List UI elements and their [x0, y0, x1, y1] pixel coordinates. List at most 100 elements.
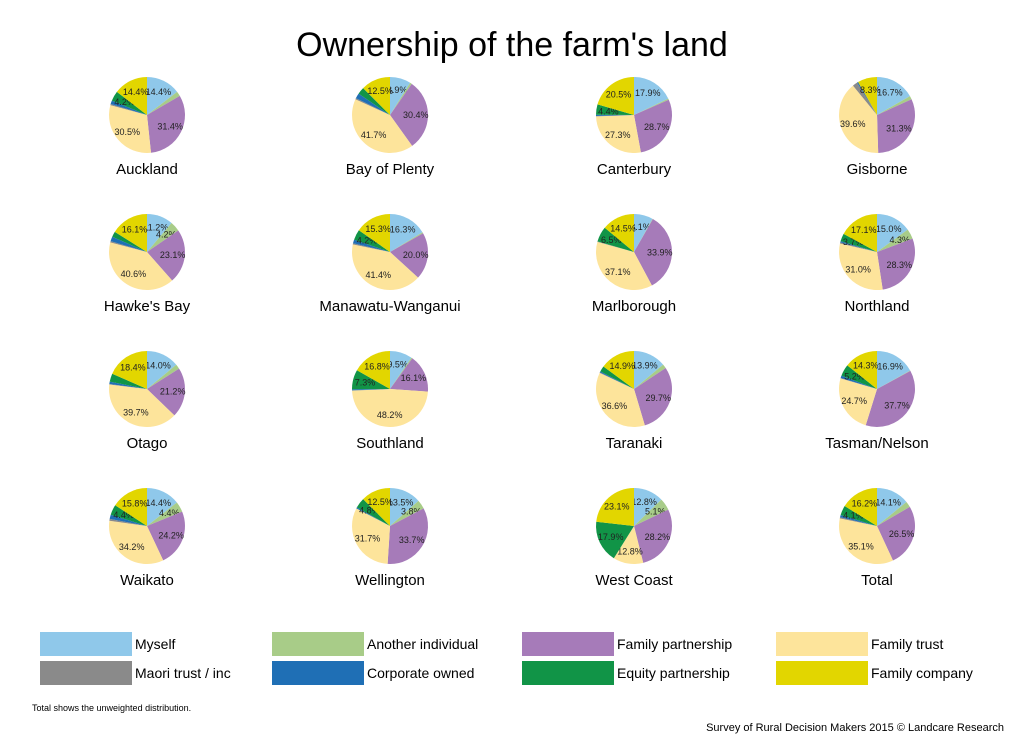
pie-slice-family-partnership — [634, 99, 673, 153]
pie-slice-family-partnership — [390, 358, 429, 392]
pie-slice-myself — [877, 351, 911, 389]
pie-slice-another-individual — [147, 223, 179, 252]
pie-data-label: 28.2% — [645, 532, 671, 542]
pie-slice-family-company — [114, 214, 147, 252]
pie-slice-another-individual — [634, 499, 669, 526]
pie-data-label: 16.7% — [877, 88, 903, 98]
pie-data-label: 24.7% — [841, 396, 867, 406]
pie-region-name: Northland — [844, 298, 909, 315]
pie-slice-myself — [634, 214, 653, 252]
pie-slice-family-partnership — [877, 238, 916, 290]
pie-data-label: 15.8% — [122, 498, 148, 508]
pie-slice-family-partnership — [387, 508, 429, 565]
pie-slice-corporate-owned — [857, 82, 877, 115]
pie-data-label: 21.2% — [160, 387, 186, 397]
pie-slice-myself — [390, 77, 411, 115]
pie-data-label: 9.5% — [387, 359, 408, 369]
pie-data-label: 40.6% — [121, 269, 147, 279]
legend-swatch-equity-partnership — [522, 661, 614, 685]
pie-slice-myself — [147, 77, 178, 115]
pie-canterbury: 17.9% 28.7% 27.3% 4.4% 20.5% Canterbury — [595, 77, 673, 178]
pie-data-label: 30.5% — [115, 127, 141, 137]
pie-data-label: 31.7% — [355, 534, 381, 544]
pie-slice-maori-trust-inc — [352, 243, 390, 252]
pie-slice-another-individual — [147, 364, 180, 389]
pie-data-label: 30.4% — [403, 110, 429, 120]
pie-slice-family-partnership — [147, 95, 185, 153]
pie-slice-myself — [147, 214, 172, 252]
pie-slice-maori-trust-inc — [839, 517, 877, 526]
legend-label-another-individual: Another individual — [367, 636, 479, 652]
pie-data-label: 15.0% — [876, 224, 902, 234]
pie-slice-family-trust — [596, 241, 652, 291]
pie-total: 14.1% 26.5% 35.1% 4.1% 16.2% Total — [839, 487, 915, 589]
pie-data-label: 5.2% — [844, 371, 865, 381]
pie-slice-myself — [147, 351, 177, 389]
pie-data-label: 14.5% — [610, 224, 636, 234]
pie-data-label: 12.8% — [617, 547, 643, 557]
pie-slice-myself — [390, 351, 412, 389]
pie-data-label: 14.1% — [875, 498, 901, 508]
legend-swatch-maori-trust — [40, 661, 132, 685]
pie-slice-another-individual — [147, 502, 183, 526]
pie-slice-another-individual — [877, 229, 913, 252]
legend-label-family-partnership: Family partnership — [617, 636, 733, 652]
pie-data-label: 4.4% — [113, 510, 134, 520]
pie-data-label: 37.1% — [605, 267, 631, 277]
pie-slice-equity-partnership — [356, 499, 390, 526]
pie-region-name: Taranaki — [606, 435, 663, 452]
pie-region-name: Gisborne — [847, 161, 908, 178]
pie-bay-of-plenty: 8.9% 30.4% 41.7% 12.5% Bay of Plenty — [346, 77, 435, 178]
pie-slice-family-partnership — [865, 370, 915, 427]
pie-slice-family-trust — [352, 389, 428, 427]
pie-data-label: 20.0% — [403, 250, 429, 260]
pie-data-label: 39.6% — [840, 119, 866, 129]
pie-slice-maori-trust-inc — [852, 82, 877, 115]
legend-label-equity-partnership: Equity partnership — [617, 665, 730, 681]
pie-slice-family-company — [356, 351, 390, 389]
pie-slice-another-individual — [390, 232, 424, 252]
pie-data-label: 37.7% — [884, 400, 910, 410]
pie-slice-family-trust — [108, 242, 173, 290]
pie-slice-corporate-owned — [110, 236, 147, 252]
pie-slice-family-company — [116, 77, 147, 115]
pie-slice-family-trust — [351, 508, 390, 564]
pie-slice-maori-trust-inc — [352, 389, 390, 391]
pie-slice-corporate-owned — [356, 507, 390, 526]
pie-southland: 9.5% 16.1% 48.2% 7.3% 16.8% Southland — [351, 351, 429, 452]
pie-slice-corporate-owned — [840, 241, 877, 252]
pie-slice-family-partnership — [877, 506, 915, 561]
pie-hawke-s-bay: 11.2%4.2% 23.1% 40.6% 16.1% Hawke's Bay — [104, 214, 191, 315]
pie-data-label: 4.8% — [359, 505, 380, 515]
legend-label-maori-trust: Maori trust / inc — [135, 665, 231, 681]
legend-swatch-family-trust — [776, 632, 868, 656]
pie-data-label: 20.5% — [606, 89, 632, 99]
pie-slice-family-partnership — [634, 509, 672, 563]
pie-data-label: 16.1% — [122, 224, 148, 234]
pie-slice-family-trust — [352, 99, 413, 153]
pie-slice-family-partnership — [147, 230, 185, 281]
pie-data-label: 31.0% — [845, 265, 871, 275]
legend-label-family-company: Family company — [871, 665, 973, 681]
pie-data-label: 8.9% — [387, 85, 408, 95]
pie-data-label: 31.4% — [157, 122, 183, 132]
pie-data-label: 4.2% — [156, 230, 177, 240]
pie-manawatu-wanganui: 16.3% 20.0% 41.4% 4.2%15.3% Manawatu-Wanganu… — [319, 214, 461, 315]
pie-slice-family-trust — [839, 85, 879, 153]
pie-slice-maori-trust-inc — [109, 384, 147, 389]
pie-slice-another-individual — [147, 91, 180, 115]
pie-slice-another-individual — [877, 370, 911, 389]
pie-slice-equity-partnership — [354, 230, 390, 252]
pie-tasman-nelson: 16.9% 37.7% 24.7% 5.2%14.3% Tasman/Nelson — [825, 351, 929, 452]
pie-slice-another-individual — [634, 98, 669, 115]
pie-wellington: 13.5%3.8% 33.7% 31.7% 4.8%12.5% Wellington — [351, 488, 429, 589]
pie-slice-myself — [634, 488, 662, 526]
pie-slice-another-individual — [634, 218, 653, 252]
pie-data-label: 17.9% — [598, 532, 624, 542]
pie-slice-corporate-owned — [109, 381, 147, 389]
pie-region-name: Tasman/Nelson — [825, 435, 928, 452]
pie-data-label: 27.3% — [605, 130, 631, 140]
pie-slice-corporate-owned — [595, 114, 634, 116]
pie-slice-family-company — [847, 351, 877, 389]
pie-slice-myself — [147, 488, 177, 526]
